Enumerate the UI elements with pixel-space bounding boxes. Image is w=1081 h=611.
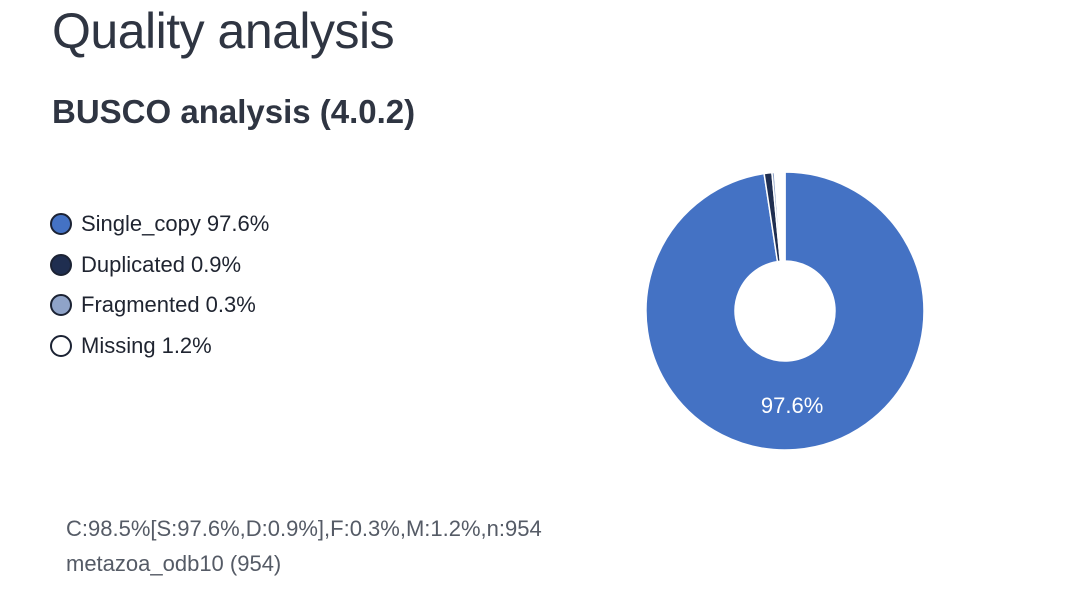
legend-value: 1.2%	[161, 332, 212, 358]
page-title: Quality analysis	[52, 3, 395, 59]
legend-value: 97.6%	[206, 211, 270, 237]
legend-item-single_copy[interactable]: Single_copy 97.6%	[50, 204, 269, 245]
legend-marker-icon	[50, 294, 72, 317]
slice-single_copy[interactable]	[645, 171, 925, 451]
legend-label: Fragmented	[81, 292, 200, 318]
busco-summary-line: C:98.5%[S:97.6%,D:0.9%],F:0.3%,M:1.2%,n:…	[66, 516, 542, 541]
legend-value: 0.9%	[190, 251, 242, 277]
legend-item-duplicated[interactable]: Duplicated 0.9%	[50, 245, 269, 286]
legend-marker-icon	[50, 334, 72, 357]
busco-summary: C:98.5%[S:97.6%,D:0.9%],F:0.3%,M:1.2%,n:…	[66, 511, 542, 581]
legend-value: 0.3%	[205, 292, 256, 318]
legend-label: Missing	[81, 332, 156, 358]
slice-data-label: 97.6%	[761, 393, 823, 418]
legend-item-missing[interactable]: Missing 1.2%	[50, 326, 269, 367]
legend-label: Duplicated	[81, 251, 185, 277]
legend-marker-icon	[50, 253, 72, 276]
slice-missing[interactable]	[773, 171, 786, 262]
section-title: BUSCO analysis (4.0.2)	[52, 93, 416, 130]
legend-label: Single_copy	[81, 211, 201, 237]
busco-donut-chart: 97.6%	[645, 171, 925, 451]
chart-legend: Single_copy 97.6% Duplicated 0.9% Fragmented…	[50, 204, 269, 366]
legend-marker-icon	[50, 213, 72, 236]
legend-item-fragmented[interactable]: Fragmented 0.3%	[50, 285, 269, 326]
busco-dataset-line: metazoa_odb10 (954)	[66, 551, 282, 576]
